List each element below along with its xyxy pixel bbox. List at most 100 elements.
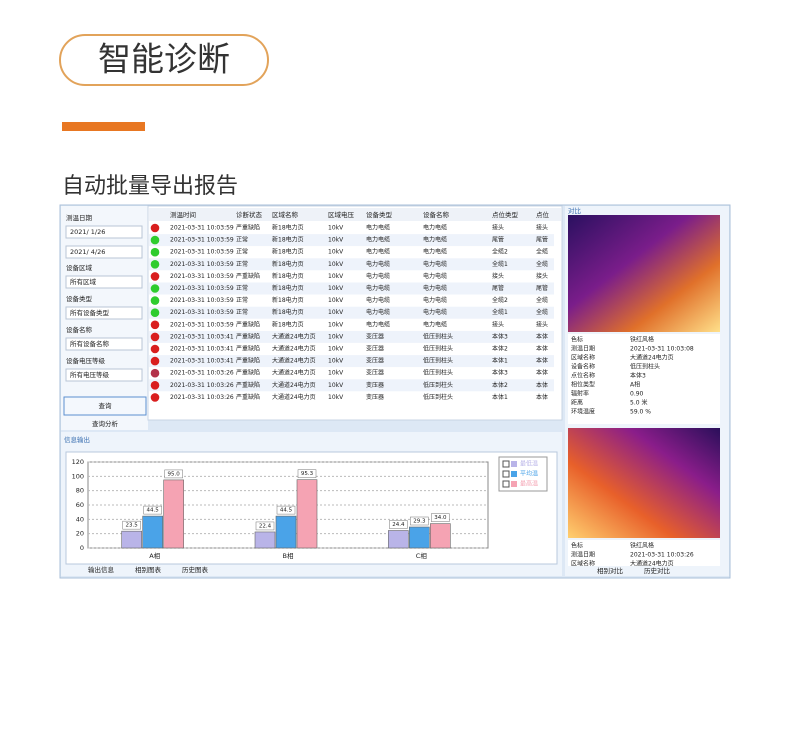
cell: 2021-03-31 10:03:59 — [170, 321, 234, 328]
cell: 新18电力页 — [272, 272, 304, 280]
bar — [388, 530, 409, 549]
query-button[interactable] — [63, 396, 147, 416]
cell: 变压器 — [366, 381, 384, 389]
prop-name: 测温日期 — [571, 551, 595, 559]
dropdown[interactable] — [65, 306, 143, 320]
status-dot — [150, 296, 160, 305]
x-tick-label: B相 — [283, 551, 294, 560]
date-input[interactable] — [65, 245, 143, 259]
value-label: 95.0 — [168, 471, 181, 477]
cell: 严重缺陷 — [236, 345, 260, 353]
value-label: 29.3 — [413, 519, 426, 525]
status-dot — [150, 284, 160, 293]
cell: 严重缺陷 — [236, 381, 260, 389]
cell: 电力电缆 — [423, 236, 447, 244]
status-dot — [150, 235, 160, 245]
cell: 正常 — [236, 260, 248, 268]
cell: 10kV — [328, 346, 344, 353]
prop-value: 铁红风格 — [630, 542, 654, 550]
cell: 本体1 — [492, 393, 508, 401]
cell: 全缆 — [536, 296, 548, 304]
tab[interactable]: 相别图表 — [135, 565, 162, 574]
cell: 电力电缆 — [366, 284, 390, 292]
column-header: 设备名称 — [423, 210, 450, 219]
cell: 新18电力页 — [272, 260, 304, 268]
cell: 接头 — [492, 224, 504, 232]
value-label: 44.5 — [147, 508, 160, 514]
y-tick-label: 40 — [76, 515, 84, 523]
cell: 全缆2 — [492, 296, 508, 304]
prop-name: 点位名称 — [571, 372, 595, 380]
props-box — [568, 334, 720, 424]
prop-name: 距离 — [571, 399, 583, 407]
row-bg — [149, 282, 554, 295]
cell: 电力电缆 — [366, 248, 390, 256]
cell: 本体3 — [492, 332, 508, 340]
dropdown[interactable] — [65, 337, 143, 351]
tab[interactable]: 输出信息 — [88, 565, 115, 574]
prop-value: 0.90 — [630, 391, 644, 398]
cell: 全缆1 — [492, 308, 508, 316]
cell: 新18电力页 — [272, 248, 304, 256]
cell: 电力电缆 — [423, 296, 447, 304]
bar — [409, 526, 430, 549]
cell: 严重缺陷 — [236, 224, 260, 232]
dropdown[interactable] — [65, 368, 143, 382]
column-header: 区域电压 — [328, 210, 355, 219]
value-label: 95.3 — [301, 471, 314, 477]
cell: 正常 — [236, 308, 248, 316]
cell: 变压器 — [366, 393, 384, 401]
prop-name: 区域名称 — [571, 354, 595, 362]
cell: 严重缺陷 — [236, 332, 260, 340]
dropdown-value: 所有设备名称 — [70, 339, 110, 348]
cell: 电力电缆 — [423, 272, 447, 280]
tab[interactable]: 相别对比 — [597, 566, 624, 575]
prop-value: 低压到柱头 — [630, 363, 660, 371]
prop-value: 大通道24电力页 — [630, 560, 674, 568]
cell: 2021-03-31 10:03:59 — [170, 297, 234, 304]
prop-name: 设备名称 — [571, 363, 595, 371]
cell: 全缆 — [536, 260, 548, 268]
value-label-box — [410, 516, 429, 526]
cell: 电力电缆 — [366, 236, 390, 244]
prop-value: 本体3 — [630, 372, 646, 380]
cell: 正常 — [236, 248, 248, 256]
filter-label: 设备区域 — [66, 263, 93, 272]
cell: 变压器 — [366, 369, 384, 377]
prop-value: 大通道24电力页 — [630, 354, 674, 362]
cell: 严重缺陷 — [236, 369, 260, 377]
filter-label: 设备电压等级 — [66, 356, 106, 365]
cell: 电力电缆 — [423, 248, 447, 256]
cell: 正常 — [236, 284, 248, 292]
status-dot — [150, 344, 160, 354]
accent-bar — [62, 122, 145, 131]
prop-value: 铁红风格 — [630, 336, 654, 344]
status-dot — [150, 393, 160, 402]
dropdown-value: 所有电压等级 — [70, 370, 110, 379]
row-bg — [149, 258, 554, 271]
cell: 2021-03-31 10:03:59 — [170, 273, 234, 280]
cell: 10kV — [328, 321, 344, 328]
cell: 电力电缆 — [366, 224, 390, 232]
cell: 低压到柱头 — [423, 369, 453, 377]
bar — [275, 515, 297, 549]
thermal-image — [568, 215, 720, 332]
value-label-box — [389, 520, 408, 529]
tab[interactable]: 查询分析 — [92, 419, 119, 428]
cell: 2021-03-31 10:03:26 — [170, 394, 234, 401]
dropdown[interactable] — [65, 275, 143, 289]
tab[interactable]: 历史对比 — [644, 566, 671, 575]
cell: 新18电力页 — [272, 320, 304, 328]
legend-check — [502, 480, 510, 488]
dropdown-value: 所有区域 — [70, 277, 97, 286]
cell: 10kV — [328, 394, 344, 401]
cell: 正常 — [236, 296, 248, 304]
value-label-box — [431, 513, 450, 522]
cell: 大通道24电力页 — [272, 381, 316, 389]
tab[interactable]: 历史图表 — [182, 565, 209, 574]
cell: 接头 — [536, 272, 548, 280]
filter-label: 设备名称 — [66, 325, 93, 334]
column-header: 设备类型 — [366, 210, 393, 219]
cell: 尾管 — [536, 284, 548, 292]
date-input[interactable] — [65, 225, 143, 239]
